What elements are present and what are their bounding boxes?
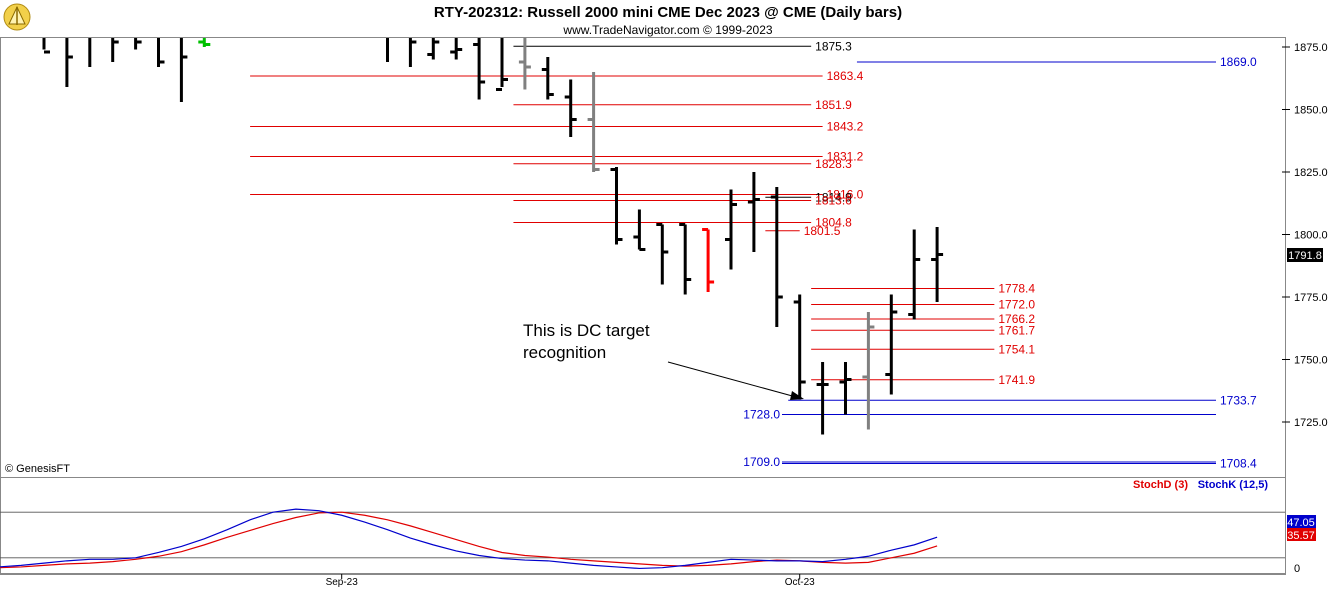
annotation-arrowhead — [790, 391, 804, 400]
level-label-1754.1: 1754.1 — [998, 342, 1035, 356]
level-lines: 1875.3 1869.0 1863.4 1851.9 1843.2 1831.21828… — [250, 39, 1257, 471]
price-axis-tick-label: 1875.0 — [1294, 42, 1328, 54]
price-bar — [65, 38, 73, 87]
legend-stoch-k: StochK (12,5) — [1198, 479, 1269, 491]
last-price-box — [1287, 248, 1323, 262]
price-bar — [518, 38, 531, 90]
stoch-panel-frame — [0, 477, 1286, 574]
price-bar — [111, 38, 119, 62]
price-axis-tick-label: 1800.0 — [1294, 230, 1328, 242]
last-price-label: 1791.8 — [1288, 250, 1322, 262]
price-bar — [725, 189, 737, 270]
stoch-d-value-box — [1287, 528, 1316, 541]
price-axis: 1875.0 1850.0 1825.0 1800.0 1775.0 1750.0 1725… — [1282, 42, 1328, 429]
price-bar — [633, 209, 646, 251]
price-bar — [610, 167, 623, 245]
price-axis-tick-label: 1850.0 — [1294, 105, 1328, 117]
stoch-k-line — [0, 508, 938, 570]
price-bar — [179, 38, 188, 102]
price-bar — [862, 312, 875, 430]
stoch-k-value-box — [1287, 515, 1316, 528]
price-bar — [541, 57, 554, 100]
price-bar — [656, 223, 669, 285]
chart-title: RTY-202312: Russell 2000 mini CME Dec 20… — [434, 4, 902, 21]
price-bar — [885, 294, 898, 395]
price-axis-tick-label: 1725.0 — [1294, 417, 1328, 429]
time-axis: Sep-23 Oct-23 — [326, 574, 815, 588]
price-bar — [587, 72, 600, 172]
stoch-axis-zero: 0 — [1294, 563, 1300, 575]
legend-stoch-d: StochD (3) — [1133, 479, 1188, 491]
price-bar — [839, 362, 852, 415]
price-bar — [134, 38, 142, 50]
price-bar — [793, 294, 806, 400]
level-label-1813.6: 1813.6 — [815, 194, 852, 208]
price-bar — [702, 228, 715, 292]
price-bar — [473, 38, 486, 100]
level-label-1843.2: 1843.2 — [827, 120, 864, 134]
price-bar — [747, 172, 760, 252]
annotation-arrow — [667, 361, 797, 398]
level-label-1801.5: 1801.5 — [804, 224, 841, 238]
time-axis-label: Sep-23 — [326, 577, 359, 588]
price-bar — [157, 38, 165, 67]
level-label-1708.4: 1708.4 — [1220, 457, 1257, 471]
level-label-1875.3: 1875.3 — [815, 39, 852, 53]
level-label-1766.2: 1766.2 — [998, 312, 1035, 326]
stoch-lines — [0, 508, 1285, 570]
level-label-1804.8: 1804.8 — [815, 216, 852, 230]
stoch-k-value: 47.05 — [1287, 517, 1315, 529]
level-label-1709.0: 1709.0 — [743, 455, 780, 469]
level-label-1851.9: 1851.9 — [815, 98, 852, 112]
price-axis-tick-label: 1750.0 — [1294, 355, 1328, 367]
stoch-d-value: 35.57 — [1287, 530, 1315, 542]
chart-subtitle: www.TradeNavigator.com © 1999-2023 — [562, 23, 772, 37]
annotation-line-1: This is DC target — [523, 321, 650, 340]
level-label-1741.9: 1741.9 — [998, 373, 1035, 387]
price-bar — [564, 79, 577, 137]
level-label-1728.0: 1728.0 — [743, 408, 780, 422]
price-bars — [42, 38, 944, 435]
annotation-line-2: recognition — [523, 343, 606, 362]
price-bar — [496, 38, 508, 91]
price-bar — [770, 187, 783, 327]
price-bar — [450, 38, 463, 60]
price-axis-tick-label: 1775.0 — [1294, 292, 1328, 304]
watermark: © GenesisFT — [5, 463, 70, 475]
price-bar — [42, 38, 50, 54]
level-label-1733.7: 1733.7 — [1220, 393, 1257, 407]
price-bar — [427, 38, 440, 60]
time-axis-label: Oct-23 — [785, 577, 815, 588]
logo-icon — [3, 3, 31, 31]
price-bar — [908, 229, 921, 320]
price-bar — [679, 223, 692, 295]
level-label-1816.0: 1816.0 — [827, 188, 864, 202]
level-label-1831.2: 1831.2 — [827, 150, 864, 164]
level-label-1863.4: 1863.4 — [827, 69, 864, 83]
price-bar — [816, 362, 829, 435]
price-bar — [408, 38, 417, 67]
level-label-1828.3: 1828.3 — [815, 157, 852, 171]
level-label-1814.9: 1814.9 — [815, 190, 852, 204]
level-label-1761.7: 1761.7 — [998, 323, 1035, 337]
level-label-1772.0: 1772.0 — [998, 298, 1035, 312]
level-label-1869.0: 1869.0 — [1220, 55, 1257, 69]
level-label-1778.4: 1778.4 — [998, 282, 1035, 296]
price-bar — [198, 38, 211, 47]
price-axis-tick-label: 1825.0 — [1294, 167, 1328, 179]
price-bar — [931, 227, 944, 302]
